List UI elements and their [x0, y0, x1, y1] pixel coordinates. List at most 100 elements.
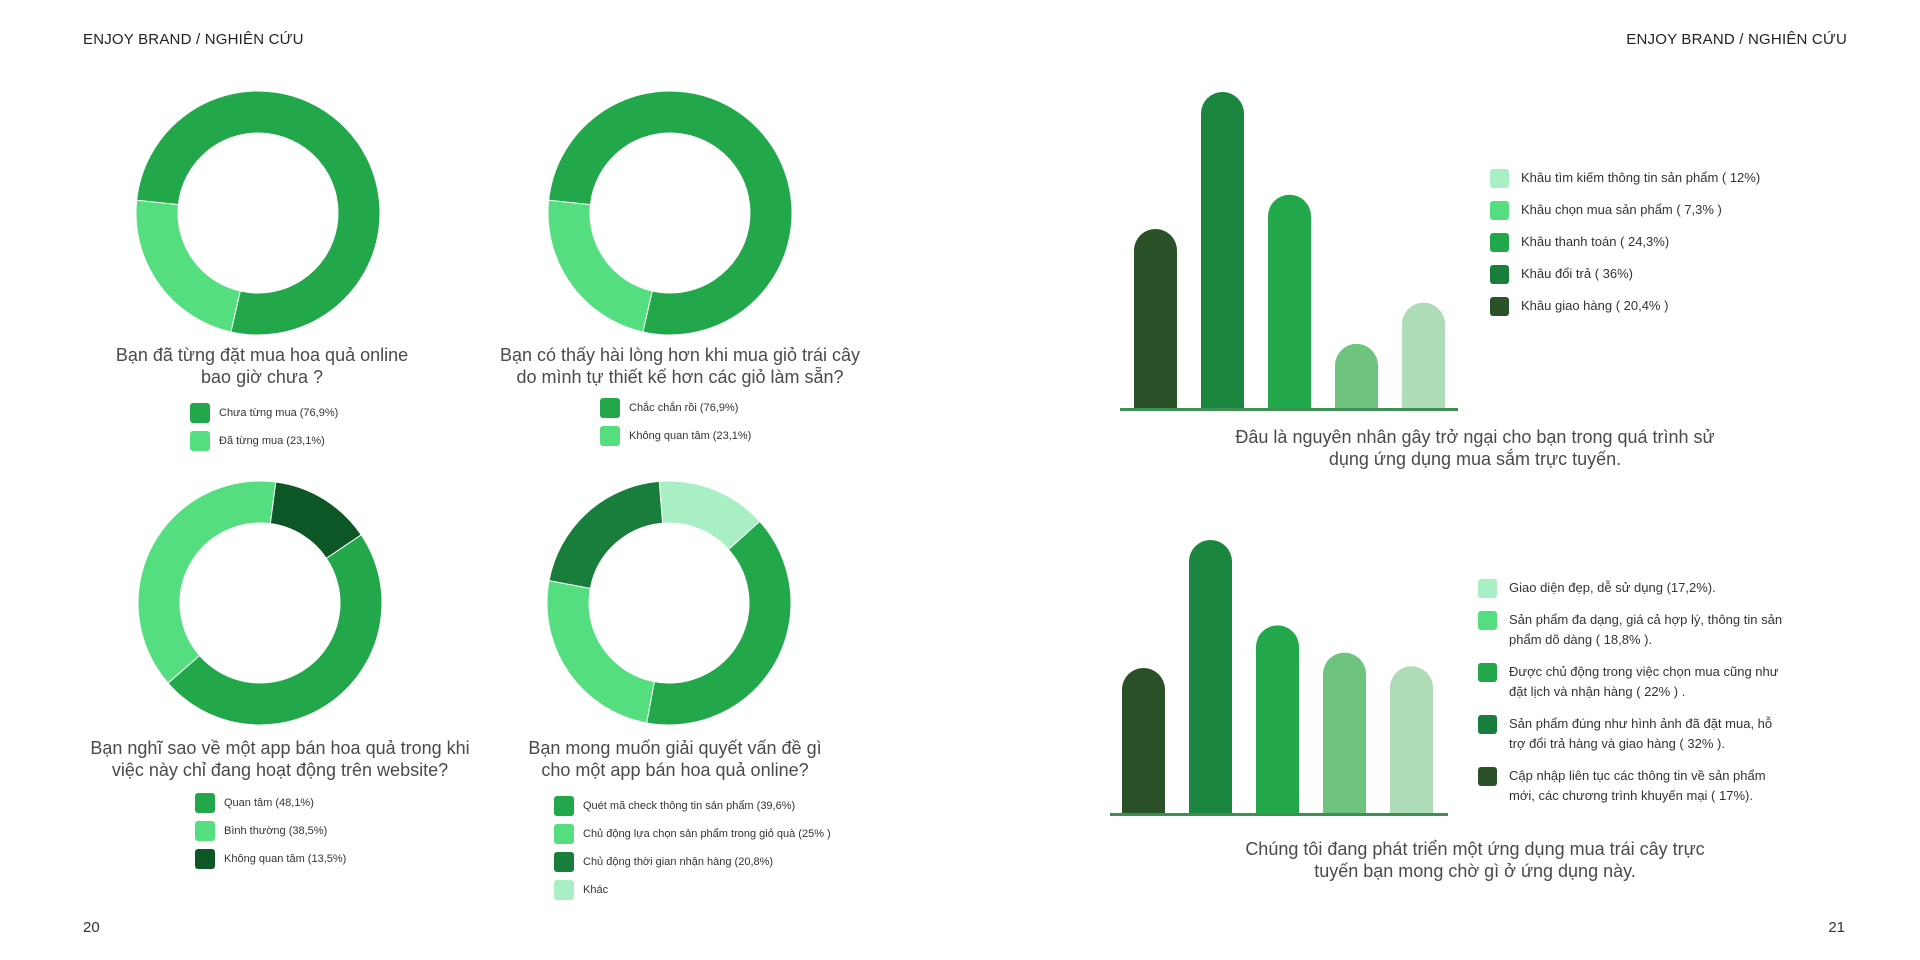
legend-swatch — [195, 849, 215, 869]
legend-item: Khâu giao hàng ( 20,4% ) — [1490, 296, 1790, 316]
legend-swatch — [554, 852, 574, 872]
legend-item: Khâu chọn mua sản phẩm ( 7,3% ) — [1490, 200, 1790, 220]
legend-swatch — [1478, 663, 1497, 682]
donut-slice-quan-tam-48-1 — [167, 534, 382, 725]
bar-khau-giao-hang-20-4 — [1134, 228, 1177, 408]
legend-item: Chắc chắn rồi (76,9%) — [600, 397, 751, 419]
legend-label: Khâu tìm kiếm thông tin sản phẩm ( 12%) — [1521, 170, 1761, 185]
legend-swatch — [554, 796, 574, 816]
donut-chart-ordered-online — [136, 91, 380, 335]
legend-label: Sản phẩm đúng như hình ảnh đã đặt mua, h… — [1509, 716, 1773, 751]
legend-swatch — [1490, 169, 1509, 188]
legend-item: Chủ động thời gian nhận hàng (20,8%) — [554, 851, 831, 873]
bar-duoc-chu-dong — [1256, 625, 1299, 813]
legend-item: Chủ động lựa chọn sản phẩm trong giỏ quà… — [554, 823, 831, 845]
legend-swatch — [1478, 715, 1497, 734]
chart-title-ordered-online: Bạn đã từng đặt mua hoa quả online bao g… — [115, 345, 409, 387]
legend-label: Khác — [583, 884, 609, 896]
legend-item: Khác — [554, 879, 831, 901]
donut-slice-khong-quan-tam-13-5 — [269, 481, 362, 559]
legend-swatch — [1478, 611, 1497, 630]
legend-swatch — [554, 824, 574, 844]
legend-label: Bình thường (38,5%) — [224, 825, 328, 837]
donut-slice-da-tung-mua-23-1 — [136, 199, 241, 333]
legend-app-opinion: Quan tâm (48,1%) Bình thường (38,5%) Không… — [195, 792, 346, 876]
legend-swatch — [600, 426, 620, 446]
donut-slice-khong-quan-tam-23-1 — [548, 199, 653, 333]
legend-item: Khâu thanh toán ( 24,3%) — [1490, 232, 1790, 252]
legend-swatch — [1490, 265, 1509, 284]
legend-item: Quét mã check thông tin sản phẩm (39,6%) — [554, 795, 831, 817]
page-number-right: 21 — [1828, 919, 1845, 936]
legend-item: Sản phẩm đa dạng, giá cả hợp lý, thông t… — [1478, 610, 1788, 650]
donut-chart-app-opinion — [138, 481, 382, 725]
legend-label: Được chủ động trong việc chọn mua cũng n… — [1509, 664, 1779, 699]
legend-label: Khâu chọn mua sản phẩm ( 7,3% ) — [1521, 202, 1722, 217]
legend-label: Chưa từng mua (76,9%) — [219, 407, 339, 419]
bar-khau-chon-mua-san-pham-7-3 — [1335, 343, 1378, 408]
legend-swatch — [1478, 767, 1497, 786]
bar-chart-expectations — [1110, 540, 1448, 816]
chart-title-satisfaction: Bạn có thấy hài lòng hơn khi mua giỏ trá… — [499, 345, 860, 387]
header-title-left: ENJOY BRAND / NGHIÊN CỨU — [83, 31, 304, 48]
legend-swatch — [1490, 297, 1509, 316]
legend-item: Không quan tâm (23,1%) — [600, 425, 751, 447]
legend-expectations: Giao diện đẹp, dễ sử dụng (17,2%). Sản ph… — [1478, 578, 1788, 818]
legend-item: Giao diện đẹp, dễ sử dụng (17,2%). — [1478, 578, 1788, 598]
legend-item: Quan tâm (48,1%) — [195, 792, 346, 814]
legend-item: Bình thường (38,5%) — [195, 820, 346, 842]
legend-item: Sản phẩm đúng như hình ảnh đã đặt mua, h… — [1478, 714, 1788, 754]
legend-ordered-online: Chưa từng mua (76,9%) Đã từng mua (23,1%) — [190, 402, 338, 458]
chart-title-expectations: Chúng tôi đang phát triển một ứng dụng m… — [1245, 839, 1705, 881]
legend-label: Đã từng mua (23,1%) — [219, 435, 325, 447]
donut-chart-satisfaction — [548, 91, 792, 335]
legend-label: Khâu đổi trả ( 36%) — [1521, 266, 1634, 281]
legend-swatch — [1490, 233, 1509, 252]
donut-slice-chua-tung-mua-76-9 — [136, 91, 380, 335]
donut-slice-khac — [658, 481, 761, 551]
legend-label: Quan tâm (48,1%) — [224, 797, 314, 809]
page-number-left: 20 — [83, 919, 100, 936]
legend-app-problems: Quét mã check thông tin sản phẩm (39,6%)… — [554, 795, 831, 907]
donut-slice-binh-thuong-38-5 — [138, 481, 277, 684]
legend-obstacles: Khâu tìm kiếm thông tin sản phẩm ( 12%) K… — [1490, 168, 1790, 328]
donut-chart-app-problems — [547, 481, 791, 725]
header-title-right: ENJOY BRAND / NGHIÊN CỨU — [1626, 31, 1847, 48]
bar-giao-dien-dep — [1390, 666, 1433, 813]
legend-label: Chủ động thời gian nhận hàng (20,8%) — [583, 856, 774, 868]
legend-label: Cập nhập liên tục các thông tin về sản p… — [1509, 768, 1766, 803]
legend-label: Không quan tâm (13,5%) — [224, 853, 347, 865]
legend-label: Quét mã check thông tin sản phẩm (39,6%) — [583, 800, 796, 812]
legend-label: Giao diện đẹp, dễ sử dụng (17,2%). — [1509, 580, 1716, 595]
bar-san-pham-da-dang — [1323, 652, 1366, 813]
legend-item: Khâu tìm kiếm thông tin sản phẩm ( 12%) — [1490, 168, 1790, 188]
legend-label: Chủ động lựa chọn sản phẩm trong giỏ quà… — [583, 828, 831, 840]
legend-label: Chắc chắn rồi (76,9%) — [629, 402, 739, 414]
legend-item: Chưa từng mua (76,9%) — [190, 402, 338, 424]
bar-san-pham-dung-nhu-hinh-anh — [1189, 540, 1232, 813]
legend-item: Được chủ động trong việc chọn mua cũng n… — [1478, 662, 1788, 702]
bar-khau-thanh-toan-24-3 — [1268, 194, 1311, 408]
legend-item: Đã từng mua (23,1%) — [190, 430, 338, 452]
legend-swatch — [554, 880, 574, 900]
legend-swatch — [195, 793, 215, 813]
legend-item: Khâu đổi trả ( 36%) — [1490, 264, 1790, 284]
legend-swatch — [195, 821, 215, 841]
legend-swatch — [190, 431, 210, 451]
chart-title-app-opinion: Bạn nghĩ sao về một app bán hoa quả tron… — [90, 738, 470, 780]
donut-slice-quet-ma-check-thong-tin-san-pham-39-6 — [646, 520, 791, 725]
bar-khau-doi-tra-36 — [1201, 92, 1244, 408]
chart-title-app-problems: Bạn mong muốn giải quyết vấn đề gì cho m… — [528, 738, 822, 780]
donut-slice-chu-dong-thoi-gian-nhan-hang-20-8 — [548, 481, 664, 589]
donut-slice-chu-dong-lua-chon-san-pham-trong-gio-qua — [547, 580, 655, 724]
bar-cap-nhap-lien-tuc — [1122, 667, 1165, 813]
bar-khau-tim-kiem-thong-tin-san-pham-12 — [1402, 302, 1445, 408]
legend-swatch — [1478, 579, 1497, 598]
legend-swatch — [1490, 201, 1509, 220]
legend-label: Sản phẩm đa dạng, giá cả hợp lý, thông t… — [1509, 612, 1783, 647]
bar-chart-obstacles — [1120, 92, 1458, 411]
chart-title-obstacles: Đâu là nguyên nhân gây trở ngại cho bạn … — [1235, 427, 1715, 469]
legend-satisfaction: Chắc chắn rồi (76,9%) Không quan tâm (23,… — [600, 397, 751, 453]
legend-swatch — [600, 398, 620, 418]
legend-item: Cập nhập liên tục các thông tin về sản p… — [1478, 766, 1788, 806]
